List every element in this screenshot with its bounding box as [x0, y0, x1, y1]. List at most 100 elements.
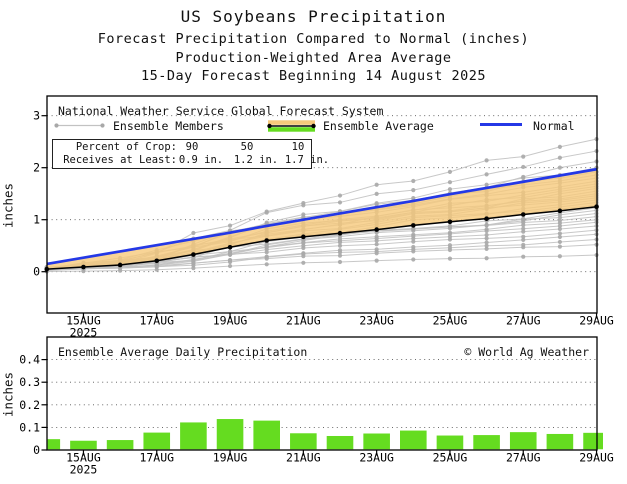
ensemble-member-dot — [484, 172, 489, 177]
ensemble-average-dot — [264, 238, 270, 243]
ensemble-member-dot — [521, 164, 526, 170]
ensemble-member-dot — [557, 215, 563, 220]
ensemble-member-dot — [191, 261, 196, 266]
x-tick-label: 27AUG — [506, 451, 541, 465]
crop-table-p90: 90 — [185, 141, 199, 153]
ensemble-member-dot — [521, 245, 526, 250]
x-tick-label: 25AUG — [433, 451, 468, 465]
ensemble-member-dot — [411, 188, 416, 193]
top-plot-border — [46, 95, 598, 314]
ensemble-member-dot — [374, 242, 379, 247]
ensemble-average-dot — [227, 244, 233, 250]
ensemble-average-dot — [520, 212, 526, 217]
legend-ensemble-average-label: Ensemble Average — [323, 119, 434, 133]
y-tick-label: 0.3 — [19, 375, 40, 389]
bar — [290, 433, 317, 450]
ensemble-member-dot — [484, 236, 489, 241]
x-tick-label: 23AUG — [359, 451, 394, 465]
bottom-chart-y-axis-label: inches — [0, 371, 16, 418]
ensemble-member-dot — [411, 236, 416, 241]
ensemble-member-dot — [484, 228, 489, 234]
ensemble-member-dot — [521, 254, 526, 259]
ensemble-member-line — [46, 212, 597, 271]
copyright-label: © World Ag Weather — [464, 345, 589, 359]
legend-average-dot — [267, 123, 272, 129]
bar — [509, 432, 537, 450]
ensemble-member-dot — [521, 216, 526, 222]
legend-normal-label: Normal — [533, 119, 575, 133]
legend-member-dot — [100, 123, 105, 128]
ensemble-member-dot — [484, 232, 489, 238]
ensemble-member-dot — [264, 250, 269, 255]
ensemble-member-dot — [411, 257, 416, 262]
ensemble-member-dot — [557, 223, 563, 229]
ensemble-member-dot — [191, 230, 196, 236]
normal-line — [46, 167, 597, 266]
ensemble-average-dot — [154, 258, 160, 264]
x-tick-label: 29AUG — [579, 314, 614, 328]
legend-markers — [54, 120, 522, 132]
crop-table-p10: 10 — [291, 141, 305, 153]
ensemble-average-line — [46, 205, 597, 270]
ensemble-member-dot — [557, 231, 563, 236]
bar — [436, 435, 464, 450]
crop-table-row1-label: Percent of Crop: — [75, 141, 177, 153]
ensemble-member-dot — [337, 243, 343, 248]
x-tick-label: 21AUG — [286, 451, 321, 465]
ensemble-average-dot — [301, 234, 306, 240]
ensemble-average-dot — [191, 252, 196, 257]
ensemble-member-dot — [557, 239, 563, 245]
x-tick-label: 15AUG — [66, 314, 101, 328]
ensemble-member-dot — [374, 251, 379, 256]
crop-table-v90: 0.9 in. — [178, 154, 224, 166]
ensemble-member-dot — [337, 259, 343, 265]
daily-precip-chart: 0 0.1 0.2 0.3 0.4 15AUG 17AUG 19AUG 21AUG 23AUG 25… — [19, 336, 614, 477]
x-tick-label: 19AUG — [213, 451, 248, 465]
y-tick-label: 3 — [33, 109, 40, 123]
legend-header: National Weather Service Global Forecast… — [58, 104, 384, 118]
ensemble-member-dot — [118, 268, 123, 273]
x-tick-label: 25AUG — [433, 314, 468, 328]
ensemble-member-dot — [374, 191, 379, 196]
bar — [473, 435, 500, 450]
crop-table-row2-label: Receives at Least: — [63, 154, 177, 166]
bar — [47, 439, 61, 450]
ensemble-member-dot — [557, 226, 563, 232]
ensemble-member-dot — [521, 229, 526, 234]
ensemble-member-dot — [521, 175, 526, 181]
ensemble-member-dot — [447, 187, 453, 192]
ensemble-member-dot — [81, 269, 86, 274]
ensemble-member-dot — [557, 234, 563, 240]
ensemble-member-dot — [154, 264, 159, 269]
ensemble-member-line — [46, 233, 597, 271]
bar — [363, 433, 390, 450]
bar — [583, 432, 604, 450]
crop-table-p50: 50 — [240, 141, 254, 153]
accumulation-chart: 0 1 2 3 15AUG 17AUG 19AUG 21AUG 23AUG 25AUG 27AUG 2… — [33, 95, 614, 340]
ensemble-member-dot — [557, 165, 563, 170]
ensemble-member-dot — [227, 263, 233, 269]
y-tick-label: 1 — [33, 213, 40, 227]
ensemble-member-dot — [301, 260, 306, 265]
page-title: US Soybeans Precipitation — [180, 7, 447, 26]
x-tick-label: 19AUG — [213, 314, 248, 328]
ensemble-member-dot — [557, 254, 563, 259]
top-chart-y-axis-label: inches — [0, 182, 16, 229]
ensemble-member-dot — [411, 178, 416, 184]
bar — [400, 430, 427, 450]
ensemble-member-dot — [521, 226, 526, 231]
ensemble-member-dot — [374, 258, 379, 263]
ensemble-average-dot — [447, 219, 453, 225]
x-tick-label: 21AUG — [286, 314, 321, 328]
ensemble-member-line — [46, 229, 597, 270]
ensemble-member-dot — [447, 224, 453, 229]
ensemble-member-dot — [484, 182, 489, 187]
ensemble-member-dot — [447, 180, 453, 185]
bottom-plot-border — [46, 336, 598, 451]
ensemble-member-dot — [557, 155, 563, 160]
ensemble-member-dot — [337, 253, 343, 258]
ensemble-member-dot — [337, 200, 343, 205]
bar — [180, 422, 207, 450]
ensemble-member-dot — [484, 246, 489, 251]
